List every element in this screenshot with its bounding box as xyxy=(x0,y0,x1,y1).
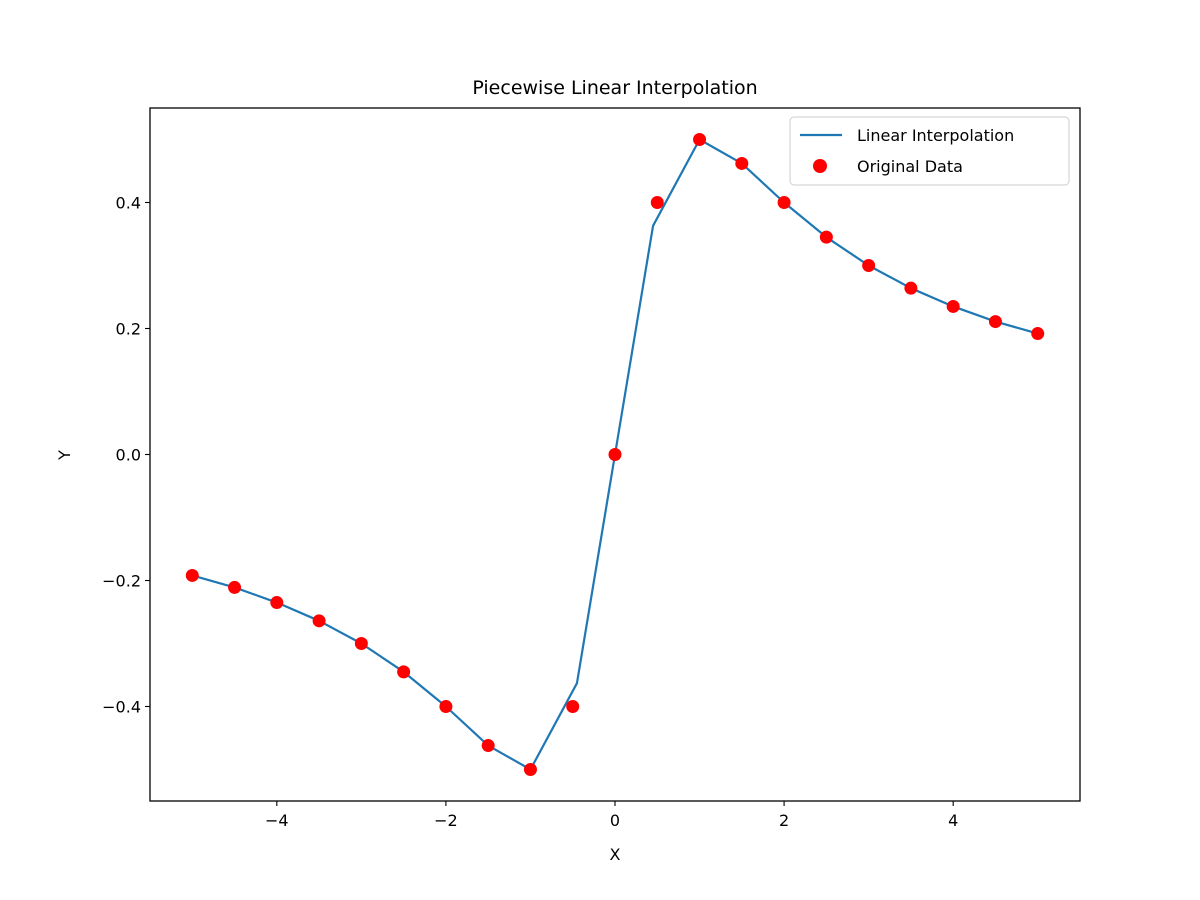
plot-layer xyxy=(185,133,1045,776)
plot-frame xyxy=(149,107,1081,802)
y-tick-label: −0.4 xyxy=(102,698,141,717)
data-point xyxy=(608,448,622,461)
data-point xyxy=(523,763,537,776)
legend-marker-swatch xyxy=(813,159,827,173)
data-point xyxy=(566,700,580,713)
data-point xyxy=(185,568,199,582)
y-tick-label: −0.2 xyxy=(102,572,141,591)
x-tick-label: −2 xyxy=(434,811,458,830)
legend: Linear Interpolation Original Data xyxy=(789,116,1070,186)
data-point xyxy=(439,700,453,713)
y-tick-label: 0.0 xyxy=(116,446,141,465)
data-point xyxy=(312,614,326,628)
y-tick-label: 0.4 xyxy=(116,194,141,213)
legend-label-data: Original Data xyxy=(857,157,963,176)
data-point xyxy=(819,230,833,244)
legend-label-linear: Linear Interpolation xyxy=(857,126,1014,145)
data-point xyxy=(397,665,411,679)
data-point xyxy=(735,156,749,170)
x-tick-label: 2 xyxy=(779,811,789,830)
x-axis-ticks: −4 −2 0 2 4 xyxy=(265,801,958,830)
data-point xyxy=(650,196,664,209)
data-point xyxy=(904,281,918,295)
y-axis-label: Y xyxy=(55,450,74,461)
legend-box xyxy=(789,116,1070,186)
y-tick-label: 0.2 xyxy=(116,320,141,339)
x-tick-label: −4 xyxy=(265,811,289,830)
data-point xyxy=(354,637,368,650)
x-axis-label: X xyxy=(610,845,621,864)
x-tick-label: 4 xyxy=(948,811,958,830)
data-point xyxy=(862,259,876,272)
y-axis-ticks: −0.4 −0.2 0.0 0.2 0.4 xyxy=(102,194,150,717)
data-point xyxy=(1031,327,1045,341)
data-point xyxy=(481,739,495,753)
chart-title: Piecewise Linear Interpolation xyxy=(472,77,757,99)
data-point xyxy=(693,133,707,146)
data-point xyxy=(228,580,242,594)
data-point xyxy=(777,196,791,209)
data-point xyxy=(988,315,1002,329)
data-point xyxy=(946,299,960,313)
data-point xyxy=(270,596,284,610)
x-tick-label: 0 xyxy=(610,811,620,830)
